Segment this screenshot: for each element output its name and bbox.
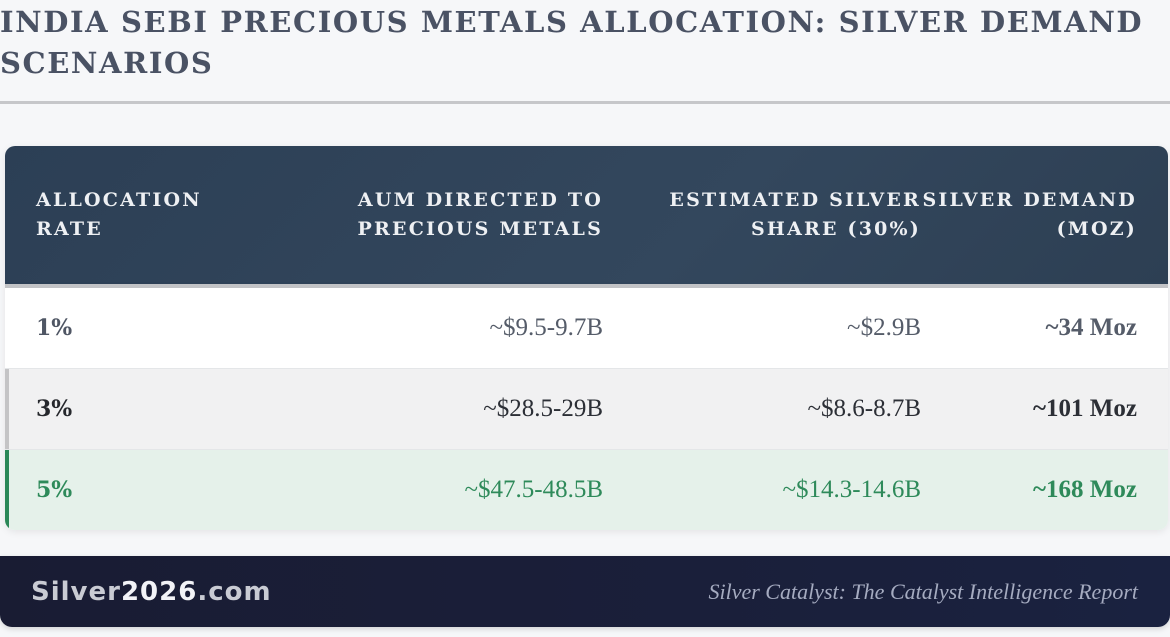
cell-aum: ~$28.5-29B bbox=[276, 368, 603, 450]
table-row: 1% ~$9.5-9.7B ~$2.9B ~34 Moz bbox=[5, 286, 1168, 369]
page-title: INDIA SEBI PRECIOUS METALS ALLOCATION: S… bbox=[0, 5, 1144, 80]
cell-allocation-rate: 3% bbox=[5, 368, 276, 450]
report-tagline: Silver Catalyst: The Catalyst Intelligen… bbox=[708, 578, 1138, 604]
table-row: 3% ~$28.5-29B ~$8.6-8.7B ~101 Moz bbox=[5, 368, 1168, 450]
cell-silver-share: ~$8.6-8.7B bbox=[603, 368, 921, 450]
cell-demand: ~168 Moz bbox=[921, 449, 1168, 530]
cell-allocation-rate: 5% bbox=[5, 449, 276, 530]
cell-demand: ~34 Moz bbox=[921, 286, 1168, 369]
brand-suffix: .com bbox=[197, 576, 272, 607]
brand-prefix: Silver bbox=[31, 576, 121, 607]
cell-allocation-rate: 1% bbox=[5, 286, 276, 369]
scenarios-table: ALLOCATION RATE AUM DIRECTED TO PRECIOUS… bbox=[5, 146, 1168, 530]
header-silver-share: ESTIMATED SILVER SHARE (30%) bbox=[669, 189, 921, 240]
header-silver-demand: SILVER DEMAND (MOZ) bbox=[922, 189, 1137, 240]
footer-bar: Silver2026.com Silver Catalyst: The Cata… bbox=[0, 556, 1170, 627]
cell-aum: ~$47.5-48.5B bbox=[276, 449, 603, 530]
table-header-row: ALLOCATION RATE AUM DIRECTED TO PRECIOUS… bbox=[5, 146, 1168, 286]
title-divider bbox=[0, 101, 1170, 104]
scenarios-table-card: ALLOCATION RATE AUM DIRECTED TO PRECIOUS… bbox=[5, 146, 1168, 530]
cell-silver-share: ~$2.9B bbox=[603, 286, 921, 369]
header-aum: AUM DIRECTED TO PRECIOUS METALS bbox=[357, 189, 603, 240]
table-row-highlighted: 5% ~$47.5-48.5B ~$14.3-14.6B ~168 Moz bbox=[5, 449, 1168, 530]
cell-silver-share: ~$14.3-14.6B bbox=[603, 449, 921, 530]
header-allocation-rate: ALLOCATION RATE bbox=[36, 189, 202, 240]
cell-demand: ~101 Moz bbox=[921, 368, 1168, 450]
brand-logo-text: Silver2026.com bbox=[31, 577, 272, 607]
brand-number: 2026 bbox=[120, 576, 198, 607]
cell-aum: ~$9.5-9.7B bbox=[276, 286, 603, 369]
